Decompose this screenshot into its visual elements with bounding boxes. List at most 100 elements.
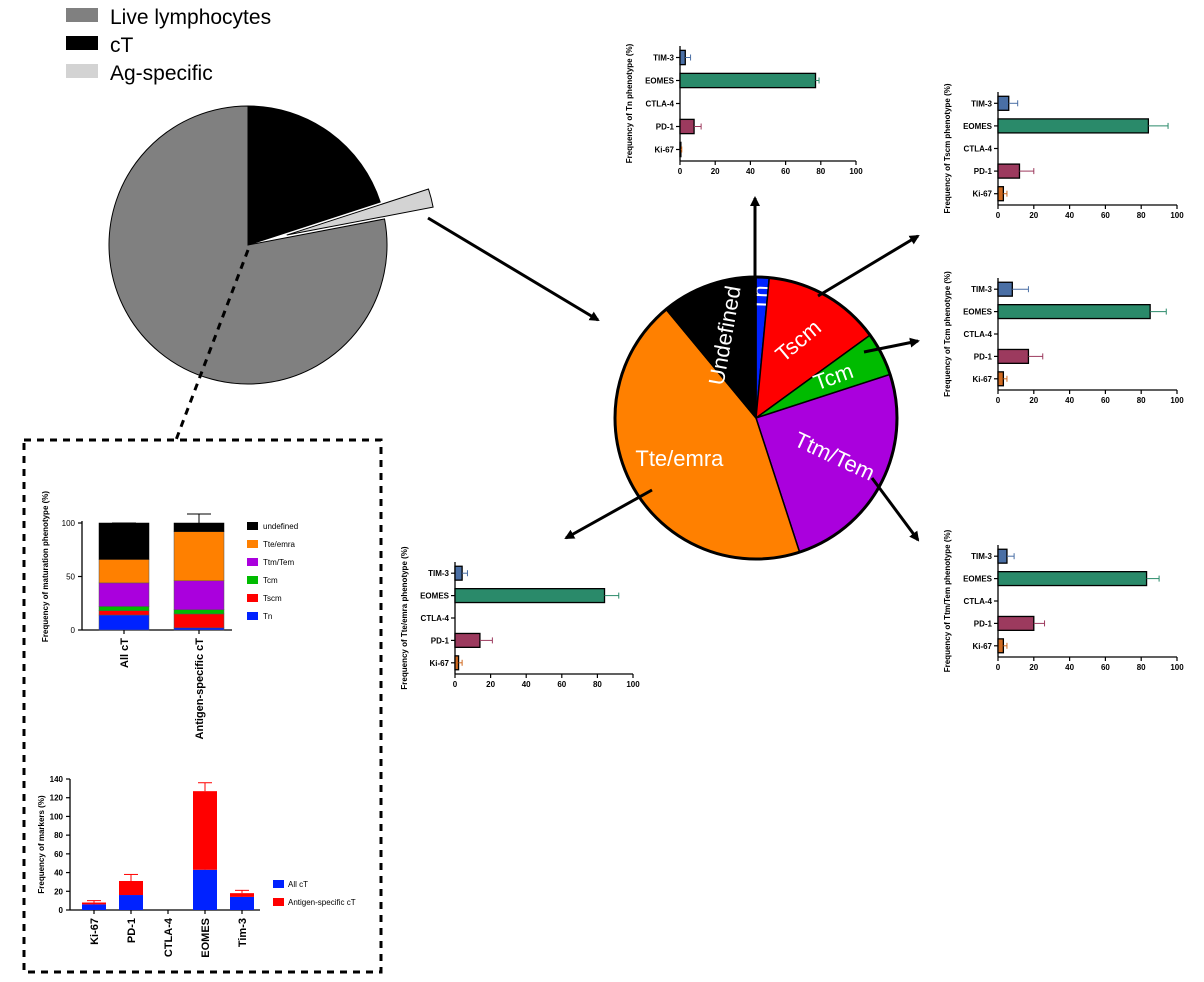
category-label-eomes: EOMES <box>963 308 993 317</box>
bar-ki-67 <box>454 655 460 671</box>
x-tick-label: 0 <box>678 167 683 176</box>
x-tick-label: 20 <box>1029 211 1038 220</box>
bar-eomes <box>997 571 1148 587</box>
x-tick-label: 100 <box>1170 663 1184 672</box>
y-tick-label: 0 <box>59 906 64 915</box>
category-label-ki-67: Ki-67 <box>972 642 992 651</box>
stack-all-ct-undefined <box>98 522 150 560</box>
stack-tim-3-all-ct <box>230 896 254 910</box>
x-tick-label: 0 <box>453 680 458 689</box>
x-tick-label: 60 <box>1101 663 1110 672</box>
category-label-ctla-4: CTLA-4 <box>964 330 993 339</box>
legend-swatch-undefined <box>247 522 258 530</box>
x-tick-label: 60 <box>1101 211 1110 220</box>
stack-eomes-antigen-specific-ct <box>193 791 217 870</box>
category-label-pd-1: PD-1 <box>431 636 450 645</box>
bar-pd-1 <box>997 348 1030 364</box>
legend-label-live: Live lymphocytes <box>110 6 271 29</box>
detail-box <box>22 438 383 974</box>
bar-ki-67 <box>997 186 1005 202</box>
x-tick-label: 40 <box>1065 396 1074 405</box>
category-label-tim-3: TIM-3 <box>428 569 449 578</box>
stack-tim-3-antigen-specific-ct <box>230 893 254 897</box>
main-legend: Live lymphocytes cT Ag-specific <box>66 6 271 85</box>
stack-all-ct-ttm-tem <box>98 582 150 607</box>
pie-label-tte-emra: Tte/emra <box>635 446 724 471</box>
category-label-ki-67: Ki-67 <box>972 375 992 384</box>
x-tick-label: 0 <box>996 663 1001 672</box>
markers-stacked-chart: Frequency of markers (%) 0 20 40 60 80 100 120 1… <box>37 775 356 958</box>
category-label-ki-67: Ki-67 <box>654 146 674 155</box>
legend-swatch-tn <box>247 612 258 620</box>
connectors <box>174 196 920 542</box>
category-label-eomes: EOMES <box>963 575 993 584</box>
tn-marker-chart: Frequency of Tn phenotype (%) 0 20 40 60 80 10… <box>625 43 863 176</box>
category-label-tim-3: TIM-3 <box>971 285 992 294</box>
bar-eomes <box>454 588 606 604</box>
bar-ki-67 <box>997 371 1005 387</box>
legend-label-antigen-specific-ct: Antigen-specific cT <box>288 898 356 907</box>
x-tick-label: 80 <box>1137 211 1146 220</box>
stack-antigen-specific-ct-tn <box>173 627 225 631</box>
x-tick-label: 80 <box>1137 663 1146 672</box>
legend-label-tn: Tn <box>263 612 272 621</box>
x-tick-label: 40 <box>1065 663 1074 672</box>
category-label-ki-67: Ki-67 <box>89 918 101 945</box>
stack-antigen-specific-ct-tscm <box>173 613 225 629</box>
legend-label-tscm: Tscm <box>263 594 282 603</box>
bar-eomes <box>679 72 817 89</box>
category-label-ctla-4: CTLA-4 <box>163 917 175 957</box>
x-tick-label: 40 <box>1065 211 1074 220</box>
x-tick-label: 0 <box>996 211 1001 220</box>
legend-label-ct: cT <box>110 34 134 57</box>
x-tick-label: 20 <box>711 167 720 176</box>
category-label-ctla-4: CTLA-4 <box>964 597 993 606</box>
bar-eomes <box>997 118 1150 134</box>
x-tick-label: 80 <box>593 680 602 689</box>
category-label-eomes: EOMES <box>420 592 450 601</box>
bar-tim-3 <box>997 95 1010 111</box>
pie-slice-ag-specific <box>286 188 434 236</box>
stack-antigen-specific-ct-tcm <box>173 609 225 615</box>
x-tick-label: 20 <box>486 680 495 689</box>
x-tick-label: 80 <box>1137 396 1146 405</box>
y-tick-label: 140 <box>50 775 64 784</box>
pie-slice-live-lymphocytes <box>108 105 388 385</box>
bar-pd-1 <box>997 615 1035 631</box>
y-axis-title: Frequency of Tte/emra phenotype (%) <box>400 546 409 689</box>
category-label-ki-67: Ki-67 <box>972 190 992 199</box>
legend-label-ttm-tem: Ttm/Tem <box>263 558 294 567</box>
y-tick-label: 50 <box>66 573 75 582</box>
x-tick-label: 80 <box>816 167 825 176</box>
bar-ki-67 <box>997 638 1005 654</box>
legend-swatch-antigen-specific-ct <box>273 898 284 906</box>
x-tick-label: 20 <box>1029 663 1038 672</box>
maturation-stacked-chart: Frequency of maturation phenotype (%) 0 50… <box>41 491 298 740</box>
stack-antigen-specific-ct-tte-emra <box>173 531 225 582</box>
legend-swatch-live <box>66 8 98 22</box>
x-tick-label: 100 <box>849 167 863 176</box>
y-axis-title: Frequency of maturation phenotype (%) <box>41 491 50 642</box>
category-label-pd-1: PD-1 <box>974 167 993 176</box>
stack-ki-67-antigen-specific-ct <box>82 902 106 905</box>
category-label-tim-3: TIM-3 <box>971 552 992 561</box>
legend-swatch-all-ct <box>273 880 284 888</box>
stack-all-ct-tcm <box>98 606 150 611</box>
lymphocyte-pie <box>108 105 434 385</box>
y-tick-label: 60 <box>54 850 63 859</box>
x-tick-label: 40 <box>746 167 755 176</box>
bar-tim-3 <box>454 565 463 581</box>
y-axis-title: Frequency of Tcm phenotype (%) <box>943 271 952 397</box>
zoom-arrow <box>427 216 600 322</box>
y-axis-title: Frequency of Tn phenotype (%) <box>625 43 634 163</box>
x-tick-label: 60 <box>1101 396 1110 405</box>
x-tick-label: 100 <box>1170 396 1184 405</box>
y-tick-label: 0 <box>71 626 76 635</box>
category-label-ctla-4: CTLA-4 <box>421 614 450 623</box>
legend-swatch-tte-emra <box>247 540 258 548</box>
stack-pd-1-all-ct <box>119 895 143 910</box>
legend-swatch-ag <box>66 64 98 78</box>
legend-label-tte-emra: Tte/emra <box>263 540 296 549</box>
arrow-to-tte <box>564 488 653 540</box>
